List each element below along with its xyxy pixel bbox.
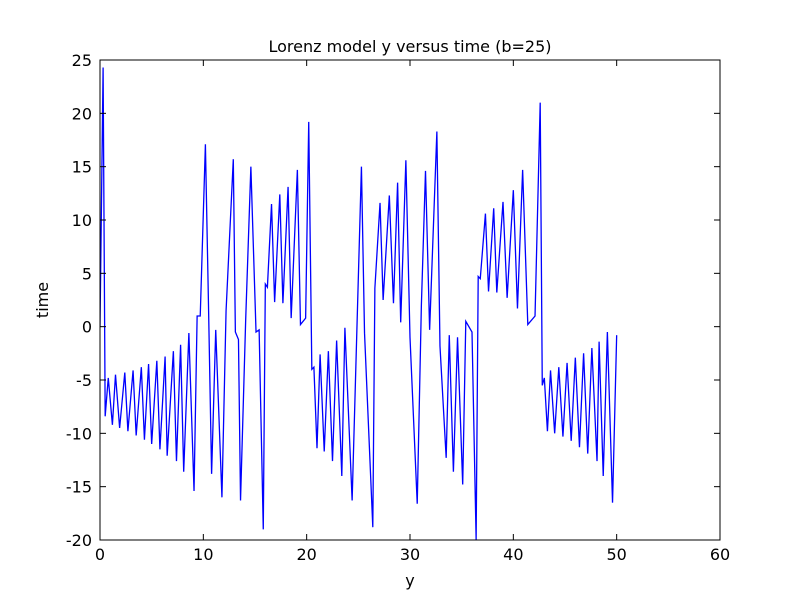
y-tick-label: 10 bbox=[72, 211, 92, 230]
y-tick-label: -5 bbox=[76, 371, 92, 390]
x-tick-label: 50 bbox=[606, 545, 626, 564]
x-tick-label: 40 bbox=[503, 545, 523, 564]
y-tick-label: 0 bbox=[82, 318, 92, 337]
x-tick-label: 60 bbox=[710, 545, 730, 564]
y-tick-label: -10 bbox=[66, 424, 92, 443]
data-line bbox=[100, 67, 618, 540]
x-tick-label: 10 bbox=[193, 545, 213, 564]
y-tick-label: -15 bbox=[66, 478, 92, 497]
x-axis-label: y bbox=[405, 571, 414, 590]
y-tick-label: 20 bbox=[72, 104, 92, 123]
y-tick-label: -20 bbox=[66, 531, 92, 550]
x-tick-label: 0 bbox=[95, 545, 105, 564]
x-tick-label: 30 bbox=[400, 545, 420, 564]
x-tick-label: 20 bbox=[296, 545, 316, 564]
y-tick-label: 5 bbox=[82, 264, 92, 283]
y-tick-label: 15 bbox=[72, 158, 92, 177]
y-tick-label: 25 bbox=[72, 51, 92, 70]
chart-title: Lorenz model y versus time (b=25) bbox=[268, 37, 551, 56]
y-axis-label: time bbox=[33, 282, 52, 318]
